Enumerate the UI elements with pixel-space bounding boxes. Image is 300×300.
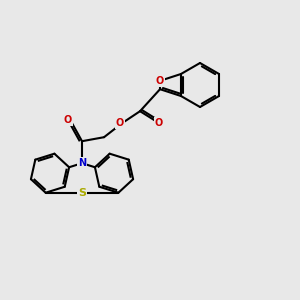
Text: O: O xyxy=(64,115,72,125)
Text: S: S xyxy=(78,188,86,198)
Text: O: O xyxy=(116,118,124,128)
Text: O: O xyxy=(155,118,163,128)
Text: O: O xyxy=(156,76,164,86)
Text: N: N xyxy=(78,158,86,168)
